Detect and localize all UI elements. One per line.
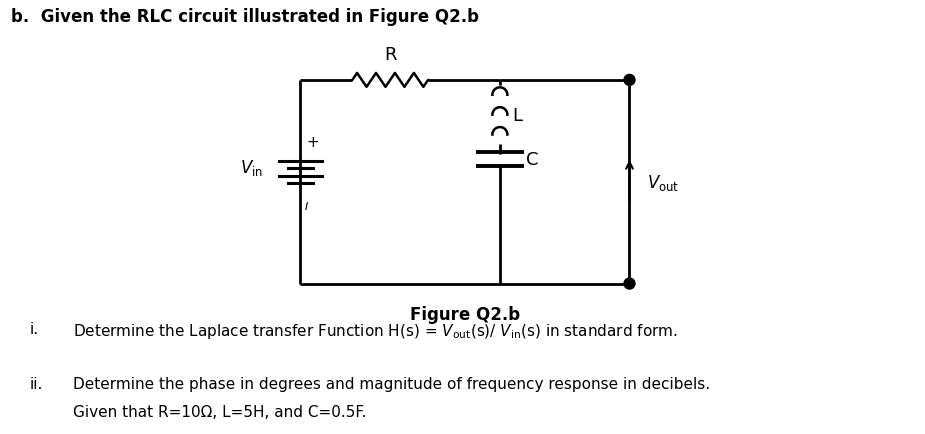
Text: C: C	[525, 151, 538, 169]
Text: +: +	[306, 135, 319, 150]
Text: Determine the Laplace transfer Function H(s) = $V_{\rm out}$(s)/ $V_{\rm in}$(s): Determine the Laplace transfer Function …	[73, 322, 678, 341]
Text: Determine the phase in degrees and magnitude of frequency response in decibels.: Determine the phase in degrees and magni…	[73, 376, 710, 391]
Text: b.  Given the RLC circuit illustrated in Figure Q2.b: b. Given the RLC circuit illustrated in …	[11, 8, 479, 26]
Text: R: R	[384, 46, 397, 64]
Text: ii.: ii.	[30, 376, 43, 391]
Text: Given that R=10Ω, L=5H, and C=0.5F.: Given that R=10Ω, L=5H, and C=0.5F.	[73, 404, 366, 419]
Text: $V_{\rm out}$: $V_{\rm out}$	[648, 172, 680, 192]
Circle shape	[624, 279, 635, 289]
Text: i.: i.	[30, 322, 39, 336]
Text: I: I	[305, 201, 308, 211]
Text: Figure Q2.b: Figure Q2.b	[410, 306, 520, 324]
Text: L: L	[512, 106, 523, 125]
Circle shape	[624, 75, 635, 86]
Text: $V_{\rm in}$: $V_{\rm in}$	[240, 158, 263, 178]
